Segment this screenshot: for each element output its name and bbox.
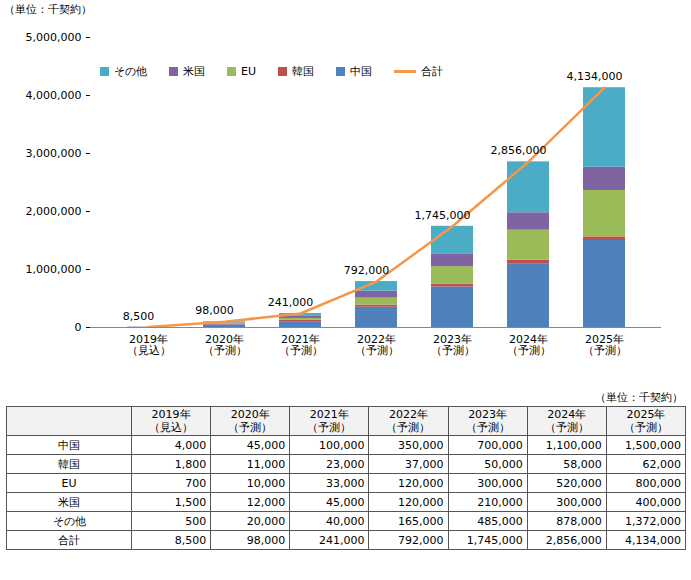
- svg-text:792,000: 792,000: [344, 264, 390, 277]
- html-text:37,000: 37,000: [405, 457, 444, 471]
- html-text:2022年: 2022年: [389, 408, 428, 421]
- svg-text:4,000,000: 4,000,000: [26, 89, 82, 102]
- svg-text:2025年（予測）: 2025年（予測）: [583, 333, 627, 357]
- svg-text:2019年（見込）: 2019年（見込）: [127, 333, 171, 357]
- html-text:700: 700: [185, 476, 207, 490]
- html-text:58,000: 58,000: [563, 457, 602, 471]
- html-text:300,000: 300,000: [477, 476, 523, 490]
- html-text:520,000: 520,000: [556, 476, 602, 490]
- html-text:（予測）: （予測）: [386, 421, 431, 434]
- html-text:EU: EU: [61, 476, 77, 490]
- html-text:（予測）: （予測）: [544, 421, 589, 434]
- html-text:40,000: 40,000: [325, 514, 365, 528]
- html-text:50,000: 50,000: [484, 457, 523, 471]
- html-text:45,000: 45,000: [325, 495, 365, 509]
- html-text:100,000: 100,000: [318, 438, 365, 452]
- html-text:1,800: 1,800: [174, 457, 207, 471]
- html-text:韓国: 韓国: [292, 65, 314, 78]
- html-text:2,856,000: 2,856,000: [545, 533, 602, 547]
- html-text:11,000: 11,000: [246, 457, 286, 471]
- html-text:120,000: 120,000: [398, 495, 444, 509]
- svg-text:1,000,000: 1,000,000: [26, 263, 82, 276]
- svg-text:241,000: 241,000: [268, 296, 314, 309]
- html-text:12,000: 12,000: [246, 495, 286, 509]
- html-text:8,500: 8,500: [174, 533, 207, 547]
- html-text:4,000: 4,000: [174, 438, 207, 452]
- svg-text:8,500: 8,500: [123, 310, 155, 323]
- svg-text:2,856,000: 2,856,000: [491, 144, 547, 157]
- svg-text:2022年（予測）: 2022年（予測）: [355, 333, 399, 357]
- html-text:（予測）: （予測）: [228, 421, 273, 434]
- svg-text:4,134,000: 4,134,000: [567, 70, 623, 83]
- html-text:700,000: 700,000: [477, 438, 523, 452]
- html-text:1,745,000: 1,745,000: [466, 533, 523, 547]
- html-text:EU: EU: [241, 65, 256, 78]
- html-text:合計: 合計: [58, 533, 80, 547]
- html-text:その他: その他: [52, 514, 86, 528]
- html-text:45,000: 45,000: [246, 438, 286, 452]
- html-text:米国: 米国: [183, 65, 205, 78]
- html-text:210,000: 210,000: [477, 495, 523, 509]
- html-text:（予測）: （予測）: [307, 421, 352, 434]
- html-text:1,500,000: 1,500,000: [625, 438, 681, 452]
- html-text:2020年: 2020年: [230, 408, 270, 421]
- svg-text:0: 0: [75, 321, 82, 334]
- html-text:33,000: 33,000: [325, 476, 365, 490]
- svg-text:2020年（予測）: 2020年（予測）: [203, 333, 247, 357]
- svg-text:98,000: 98,000: [195, 304, 234, 317]
- html-text:120,000: 120,000: [398, 476, 444, 490]
- html-text:合計: 合計: [421, 65, 443, 78]
- html-text:10,000: 10,000: [246, 476, 286, 490]
- svg-text:2023年（予測）: 2023年（予測）: [431, 333, 475, 357]
- html-text:（見込）: （見込）: [149, 421, 194, 434]
- svg-text:5,000,000: 5,000,000: [26, 31, 82, 44]
- html-text:300,000: 300,000: [556, 495, 602, 509]
- html-text:485,000: 485,000: [477, 514, 523, 528]
- html-text:878,000: 878,000: [556, 514, 602, 528]
- svg-text:2,000,000: 2,000,000: [26, 205, 82, 218]
- html-text:その他: その他: [114, 65, 147, 78]
- html-text:500: 500: [185, 514, 207, 528]
- html-text:62,000: 62,000: [642, 457, 681, 471]
- html-text:韓国: 韓国: [58, 457, 80, 471]
- svg-text:2024年（予測）: 2024年（予測）: [507, 333, 551, 357]
- html-text:中国: 中国: [350, 65, 372, 78]
- html-text:米国: 米国: [58, 495, 80, 509]
- html-text:800,000: 800,000: [635, 476, 681, 490]
- svg-text:1,745,000: 1,745,000: [415, 209, 471, 222]
- html-text:98,000: 98,000: [246, 533, 286, 547]
- html-text:2021年: 2021年: [309, 408, 349, 421]
- svg-text:2021年（予測）: 2021年（予測）: [279, 333, 323, 357]
- html-text:（予測）: （予測）: [623, 421, 668, 434]
- html-text:23,000: 23,000: [325, 457, 365, 471]
- html-text:（予測）: （予測）: [465, 421, 510, 434]
- html-text:1,372,000: 1,372,000: [625, 514, 681, 528]
- html-text:2025年: 2025年: [626, 408, 666, 421]
- html-text:（単位：千契約）: （単位：千契約）: [595, 391, 683, 404]
- html-text:2019年: 2019年: [151, 408, 191, 421]
- html-text:792,000: 792,000: [398, 533, 444, 547]
- html-text:2024年: 2024年: [547, 408, 587, 421]
- html-text:400,000: 400,000: [635, 495, 681, 509]
- html-text:（単位：千契約）: （単位：千契約）: [4, 3, 92, 16]
- html-text:2023年: 2023年: [468, 408, 508, 421]
- html-text:1,500: 1,500: [174, 495, 207, 509]
- svg-text:3,000,000: 3,000,000: [26, 147, 82, 160]
- html-text:20,000: 20,000: [246, 514, 286, 528]
- html-text:4,134,000: 4,134,000: [625, 533, 681, 547]
- html-text:241,000: 241,000: [318, 533, 365, 547]
- html-text:1,100,000: 1,100,000: [545, 438, 602, 452]
- html-text:中国: 中国: [58, 438, 80, 452]
- html-text:165,000: 165,000: [398, 514, 444, 528]
- html-text:350,000: 350,000: [398, 438, 444, 452]
